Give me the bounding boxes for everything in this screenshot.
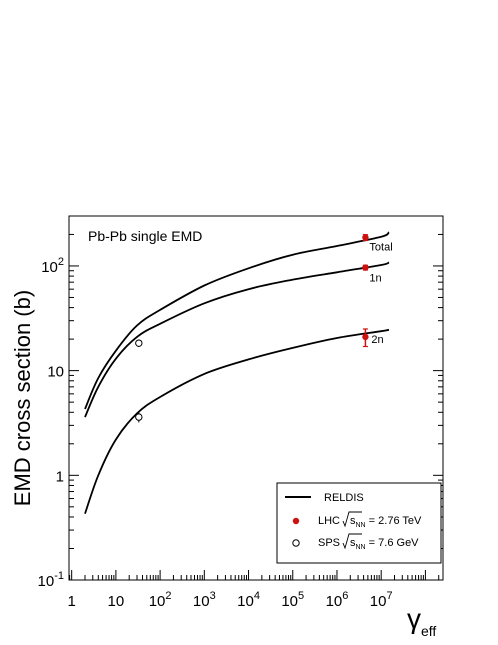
lhc-point [362,234,369,241]
legend-lhc-marker [292,517,300,525]
x-tick-label: 107 [370,590,393,610]
y-tick-label: 10-1 [38,570,64,590]
x-tick-label: 102 [149,590,172,610]
lhc-point [362,333,369,341]
x-tick-label: 104 [237,590,260,610]
x-tick-label: 1 [68,593,76,610]
x-tick-label: 10 [108,593,125,610]
y-tick-label: 102 [41,256,64,276]
x-axis-label-base: γ [407,603,421,634]
sps-point [135,339,143,347]
y-tick-label: 10 [47,364,64,381]
y-tick-labels: 10-1 1 10 102 [38,256,64,590]
series-label-1n: 1n [369,273,381,285]
legend-sps-marker [292,539,300,547]
axis-ticks [69,215,443,581]
series-label-total: Total [369,241,392,253]
legend-lhc-sqrt [342,511,362,528]
y-tick-label: 1 [56,468,64,485]
plot-frame [68,215,444,581]
chart-annotation: Pb-Pb single EMD [88,228,202,244]
x-tick-labels: 1 10 102 103 104 105 106 107 [68,590,393,610]
x-axis-label-sub: eff [421,623,436,639]
x-tick-label: 105 [281,590,304,610]
x-tick-label: 103 [193,590,216,610]
data-markers [135,234,369,423]
curve-total [84,231,390,410]
lhc-point [362,264,369,271]
legend-sps-sqrt-text: sNN = 7.6 GeV [350,537,419,551]
x-tick-label: 106 [326,590,349,610]
legend-lhc-label: LHC [318,515,340,527]
legend-lhc-sqrt-text: sNN = 2.76 TeV [350,515,422,529]
y-axis-label: EMD cross section (b) [10,290,35,506]
series-label-2n: 2n [371,334,383,346]
curve-1n [84,261,390,418]
x-axis-label: γeff [407,603,436,639]
series-labels: Total 1n 2n [369,241,392,345]
curve-2n [84,328,390,514]
legend: RELDIS LHC sNN = 2.76 TeV SPS sNN = 7.6 … [276,482,442,564]
legend-reldis-label: RELDIS [324,492,364,504]
legend-sps-label: SPS [318,537,340,549]
sps-point [135,413,143,421]
legend-sps-sqrt [342,533,362,550]
reldis-curves [84,231,390,514]
